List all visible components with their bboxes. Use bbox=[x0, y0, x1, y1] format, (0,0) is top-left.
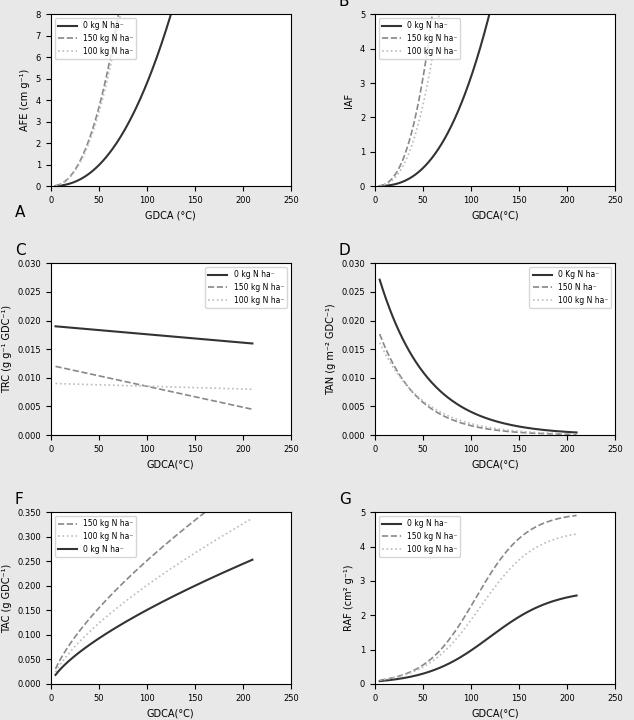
X-axis label: GDCA (°C): GDCA (°C) bbox=[145, 210, 196, 220]
Legend: 150 kg N ha⁻, 100 kg N ha⁻, 0 kg N ha⁻: 150 kg N ha⁻, 100 kg N ha⁻, 0 kg N ha⁻ bbox=[55, 516, 136, 557]
X-axis label: GDCA(°C): GDCA(°C) bbox=[471, 210, 519, 220]
Legend: 0 Kg N ha⁻, 150 N ha⁻, 100 kg N ha⁻: 0 Kg N ha⁻, 150 N ha⁻, 100 kg N ha⁻ bbox=[529, 267, 611, 308]
Y-axis label: TAN (g m⁻² GDC⁻¹): TAN (g m⁻² GDC⁻¹) bbox=[326, 303, 336, 395]
X-axis label: GDCA(°C): GDCA(°C) bbox=[147, 459, 195, 469]
Text: B: B bbox=[339, 0, 349, 9]
Y-axis label: IAF: IAF bbox=[344, 93, 354, 108]
Y-axis label: AFE (cm g⁻¹): AFE (cm g⁻¹) bbox=[20, 69, 30, 131]
X-axis label: GDCA(°C): GDCA(°C) bbox=[471, 459, 519, 469]
Y-axis label: TRC (g g⁻¹ GDC⁻¹): TRC (g g⁻¹ GDC⁻¹) bbox=[2, 305, 11, 393]
Y-axis label: TAC (g GDC⁻¹): TAC (g GDC⁻¹) bbox=[2, 564, 11, 633]
Legend: 0 kg N ha⁻, 150 kg N ha⁻, 100 kg N ha⁻: 0 kg N ha⁻, 150 kg N ha⁻, 100 kg N ha⁻ bbox=[378, 516, 460, 557]
Text: F: F bbox=[15, 492, 23, 507]
Legend: 0 kg N ha⁻, 150 kg N ha⁻, 100 kg N ha⁻: 0 kg N ha⁻, 150 kg N ha⁻, 100 kg N ha⁻ bbox=[205, 267, 287, 308]
Y-axis label: RAF (cm² g⁻¹): RAF (cm² g⁻¹) bbox=[344, 565, 354, 631]
X-axis label: GDCA(°C): GDCA(°C) bbox=[147, 708, 195, 719]
Text: A: A bbox=[15, 205, 25, 220]
Legend: 0 kg N ha⁻, 150 kg N ha⁻, 100 kg N ha⁻: 0 kg N ha⁻, 150 kg N ha⁻, 100 kg N ha⁻ bbox=[55, 18, 136, 59]
Text: G: G bbox=[339, 492, 351, 507]
Legend: 0 kg N ha⁻, 150 kg N ha⁻, 100 kg N ha⁻: 0 kg N ha⁻, 150 kg N ha⁻, 100 kg N ha⁻ bbox=[378, 18, 460, 59]
Text: C: C bbox=[15, 243, 25, 258]
X-axis label: GDCA(°C): GDCA(°C) bbox=[471, 708, 519, 719]
Text: D: D bbox=[339, 243, 351, 258]
